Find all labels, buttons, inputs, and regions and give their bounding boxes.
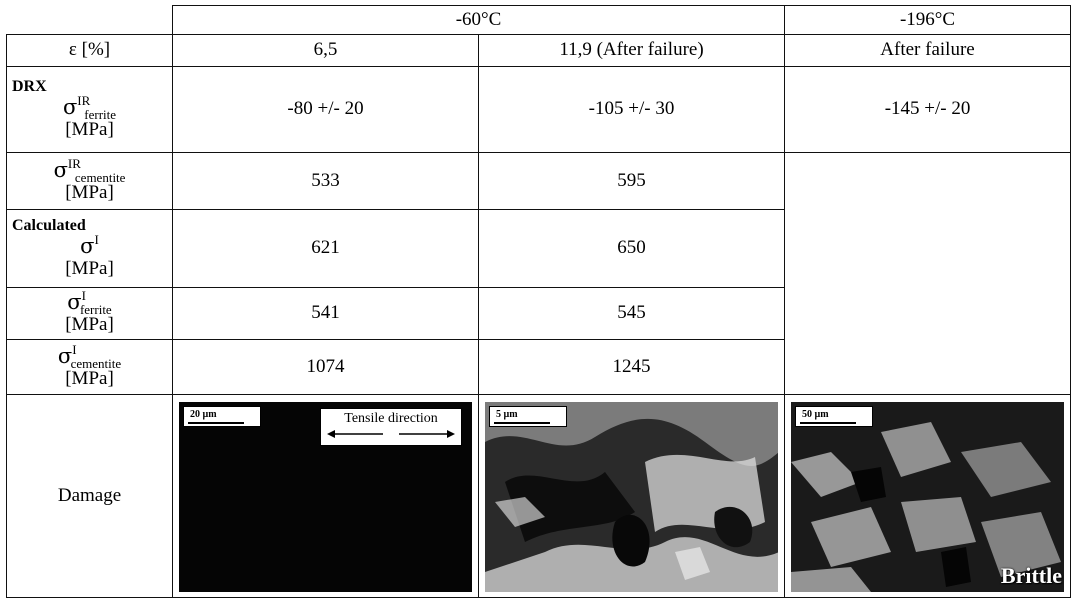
- calc-sigma-col1: 621: [172, 209, 479, 288]
- drx-ferrite-col3: -145 +/- 20: [784, 66, 1072, 153]
- empty-merged-cell: [784, 152, 1072, 395]
- brittle-label: Brittle: [1000, 562, 1063, 588]
- drx-ferrite-row: DRX σIRferrite [MPa] -80 +/- 20 -105 +/-…: [6, 66, 1072, 153]
- calc-ferrite-label: σIferrite [MPa]: [6, 287, 173, 340]
- calc-cementite-row: σIcementite [MPa] 1074 1245: [6, 339, 1071, 395]
- calc-ferrite-col2: 545: [477, 287, 786, 340]
- calc-sigma-row: Calculated σI [MPa] 621 650: [6, 209, 1071, 288]
- strain-col3: After failure: [784, 34, 1072, 67]
- drx-cementite-row: σIRcementite [MPa] 533 595: [6, 152, 1072, 395]
- calc-cementite-label: σIcementite [MPa]: [6, 339, 173, 395]
- temp-header-minus196: -196°C: [784, 5, 1072, 35]
- sigma-ir-ferrite-symbol: σIRferrite: [62, 92, 117, 122]
- drx-ferrite-col2: -105 +/- 30: [477, 66, 786, 153]
- temp-header-minus60: -60°C: [171, 5, 786, 35]
- arrow-left-icon: [327, 430, 383, 438]
- drx-section-label: DRX: [12, 78, 47, 96]
- sigma-i-cementite-symbol: σIcementite: [57, 341, 122, 371]
- sigma-i-ferrite-symbol: σIferrite: [67, 288, 112, 318]
- calc-ferrite-row: σIferrite [MPa] 541 545: [6, 287, 1071, 340]
- tensile-arrows: [327, 429, 455, 439]
- micrograph-image-3: 50 µm Brittle: [791, 402, 1065, 592]
- sigma-i-symbol: σI: [80, 231, 99, 258]
- damage-label: Damage: [6, 394, 173, 598]
- scale-bar-1: 20 µm: [183, 406, 261, 427]
- scale-bar-2: 5 µm: [489, 406, 567, 427]
- strain-col1: 6,5: [172, 34, 479, 67]
- calc-sigma-col2: 650: [477, 209, 786, 288]
- damage-col3: 50 µm Brittle: [784, 394, 1072, 598]
- damage-col1: 20 µm Tensile direction: [172, 394, 479, 598]
- calculated-section-label: Calculated: [12, 217, 86, 235]
- damage-row: Damage 20 µm Tensile direction: [6, 394, 1072, 598]
- calc-cementite-col2: 1245: [477, 339, 786, 395]
- drx-ferrite-col1: -80 +/- 20: [172, 66, 479, 153]
- fracture-texture-3: [791, 402, 1065, 592]
- calc-cementite-col1: 1074: [172, 339, 479, 395]
- results-table: -60°C -196°C ε [%] 6,5 11,9 (After failu…: [6, 5, 1072, 598]
- fracture-texture-2: [485, 402, 779, 592]
- drx-cementite-label: σIRcementite [MPa]: [6, 152, 173, 210]
- damage-col2: 5 µm: [477, 394, 786, 598]
- drx-cementite-col2: 595: [477, 152, 786, 210]
- temperature-header-row: -60°C -196°C: [6, 5, 1072, 35]
- micrograph-image-2: 5 µm: [485, 402, 779, 592]
- drx-cementite-col1: 533: [172, 152, 479, 210]
- drx-ferrite-label: DRX σIRferrite [MPa]: [6, 66, 173, 153]
- arrow-right-icon: [399, 430, 455, 438]
- calc-sigma-label: Calculated σI [MPa]: [6, 209, 173, 288]
- sigma-ir-cementite-symbol: σIRcementite: [53, 155, 126, 185]
- strain-row: ε [%] 6,5 11,9 (After failure) After fai…: [6, 34, 1072, 67]
- micrograph-image-1: 20 µm Tensile direction: [179, 402, 472, 592]
- corner-cell: [6, 5, 173, 35]
- strain-col2: 11,9 (After failure): [477, 34, 786, 67]
- scale-bar-3: 50 µm: [795, 406, 874, 427]
- strain-label: ε [%]: [6, 34, 173, 67]
- tensile-direction-box: Tensile direction: [320, 408, 462, 446]
- calc-ferrite-col1: 541: [172, 287, 479, 340]
